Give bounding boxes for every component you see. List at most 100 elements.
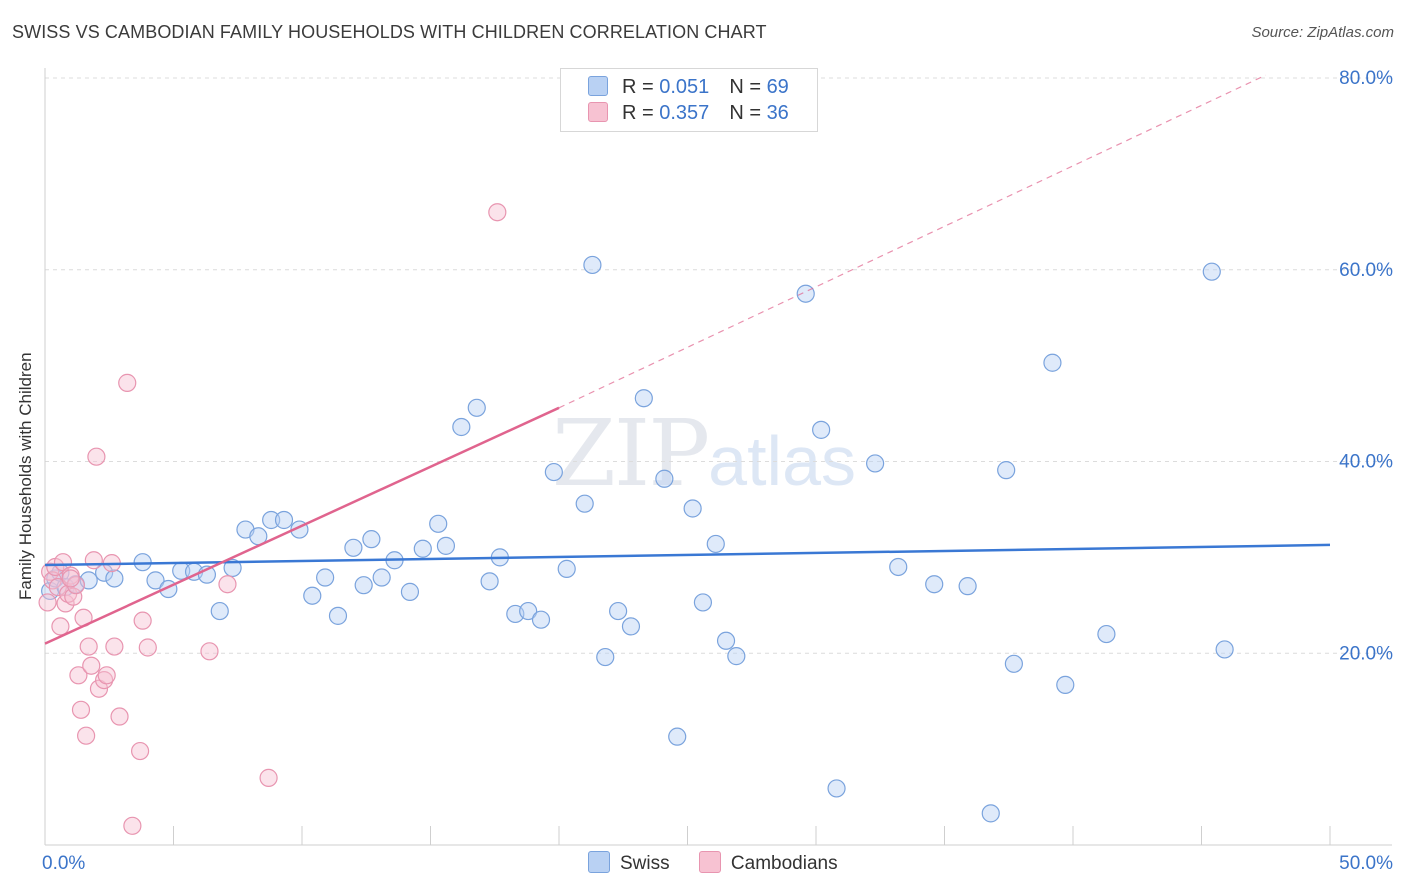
swiss-point-26	[362, 530, 381, 549]
swiss-point-62	[997, 461, 1016, 480]
swiss-point-69	[981, 804, 1000, 823]
x-tick-label-1: 50.0%	[1339, 853, 1393, 874]
swiss-point-59	[889, 557, 908, 577]
chart-title: SWISS VS CAMBODIAN FAMILY HOUSEHOLDS WIT…	[12, 22, 767, 42]
swiss-point-19	[274, 510, 294, 530]
legend-swiss-n-label: N =	[729, 76, 767, 98]
cambodian-point-19	[87, 447, 106, 466]
cambodian-point-22	[97, 666, 116, 685]
y-tick-label-1: 40.0%	[1339, 452, 1393, 473]
swiss-point-39	[531, 610, 551, 629]
watermark-zip: ZIP	[552, 400, 710, 507]
cambodian-point-27	[123, 816, 142, 835]
y-tick-label-2: 60.0%	[1339, 260, 1393, 281]
cambodian-point-21	[95, 670, 114, 690]
swiss-point-21	[303, 586, 322, 605]
swiss-point-57	[827, 779, 846, 798]
swiss-point-67	[1202, 262, 1221, 281]
cambodian-point-30	[138, 638, 157, 657]
swiss-point-66	[1097, 624, 1116, 644]
swiss-point-47	[634, 389, 653, 408]
series-legend: Swiss Cambodians	[588, 851, 862, 875]
swiss-point-22	[316, 568, 335, 587]
legend-cambodians-label: Cambodians	[730, 853, 838, 874]
cambodian-point-32	[218, 575, 237, 594]
legend-swiss-r-value: 0.051	[659, 76, 710, 98]
swiss-point-56	[812, 420, 831, 439]
swiss-point-35	[480, 572, 499, 591]
swiss-point-43	[583, 255, 602, 275]
cambodian-point-12	[69, 666, 88, 685]
swiss-point-42	[575, 494, 594, 513]
swiss-point-34	[467, 398, 486, 417]
swiss-point-41	[557, 559, 576, 578]
swiss-point-31	[429, 514, 448, 533]
cambodian-point-25	[110, 707, 129, 726]
swiss-point-8	[133, 553, 152, 572]
cambodian-point-31	[200, 642, 219, 661]
legend-swiss-swatch	[588, 851, 610, 873]
legend-item-swiss[interactable]: Swiss	[588, 851, 670, 875]
swiss-point-64	[1043, 353, 1062, 372]
swiss-point-48	[655, 469, 674, 488]
swiss-point-68	[1215, 640, 1234, 659]
cambodian-point-15	[77, 726, 96, 745]
cambodian-point-26	[118, 373, 137, 392]
cambodian-point-20	[89, 679, 109, 698]
swiss-point-18	[262, 510, 281, 530]
y-tick-label-0: 20.0%	[1339, 643, 1393, 664]
cambodian-point-6	[53, 553, 73, 572]
cambodian-point-16	[79, 637, 98, 656]
legend-cambodian-n-label: N =	[729, 102, 767, 124]
swiss-point-32	[436, 536, 456, 555]
legend-swiss-r-label: R =	[622, 76, 660, 98]
legend-cambodians-swatch	[698, 851, 721, 873]
swiss-point-14	[210, 601, 229, 621]
stats-legend: R = 0.051 N = 69 R = 0.357 N = 36	[560, 68, 818, 132]
swiss-point-44	[596, 647, 615, 667]
legend-swiss-n-value: 69	[766, 76, 789, 98]
cambodian-point-24	[105, 637, 124, 656]
swiss-point-24	[344, 538, 363, 557]
swiss-point-54	[727, 647, 746, 666]
swiss-point-30	[413, 539, 432, 558]
swiss-point-46	[621, 617, 641, 636]
legend-row-swiss: R = 0.051 N = 69	[588, 76, 789, 100]
legend-swiss-label: Swiss	[620, 853, 670, 874]
cambodian-point-0	[38, 593, 57, 612]
swiss-point-50	[683, 499, 702, 518]
swiss-point-9	[146, 571, 165, 590]
swiss-point-65	[1056, 675, 1075, 694]
cambodian-point-28	[130, 741, 150, 761]
legend-row-cambodian: R = 0.357 N = 36	[588, 102, 789, 126]
cambodian-swatch	[588, 102, 608, 122]
cambodian-point-34	[488, 203, 507, 222]
swiss-point-7	[105, 569, 124, 588]
swiss-point-40	[544, 462, 563, 482]
swiss-point-55	[796, 284, 815, 303]
swiss-point-15	[223, 558, 242, 578]
swiss-point-53	[716, 631, 736, 650]
y-axis-label: Family Households with Children	[16, 352, 35, 600]
cambodian-point-10	[64, 587, 83, 606]
swiss-point-33	[452, 417, 471, 437]
swiss-point-60	[925, 575, 944, 594]
cambodian-point-13	[71, 700, 91, 719]
legend-item-cambodians[interactable]: Cambodians	[698, 851, 838, 875]
swiss-point-52	[706, 534, 725, 554]
cambodian-point-35	[61, 569, 80, 588]
swiss-point-38	[519, 601, 538, 621]
swiss-point-51	[693, 593, 713, 612]
swiss-trend-line	[44, 543, 1331, 567]
cambodian-point-4	[48, 577, 67, 597]
cambodian-trend-extension	[558, 74, 1267, 409]
swiss-point-25	[354, 576, 373, 595]
y-tick-label-3: 80.0%	[1339, 68, 1393, 89]
swiss-point-61	[958, 577, 977, 596]
swiss-point-27	[372, 568, 391, 587]
legend-cambodian-r-value: 0.357	[659, 102, 710, 124]
swiss-point-29	[400, 582, 420, 601]
cambodian-point-18	[84, 551, 103, 570]
legend-cambodian-r-label: R =	[622, 102, 660, 124]
